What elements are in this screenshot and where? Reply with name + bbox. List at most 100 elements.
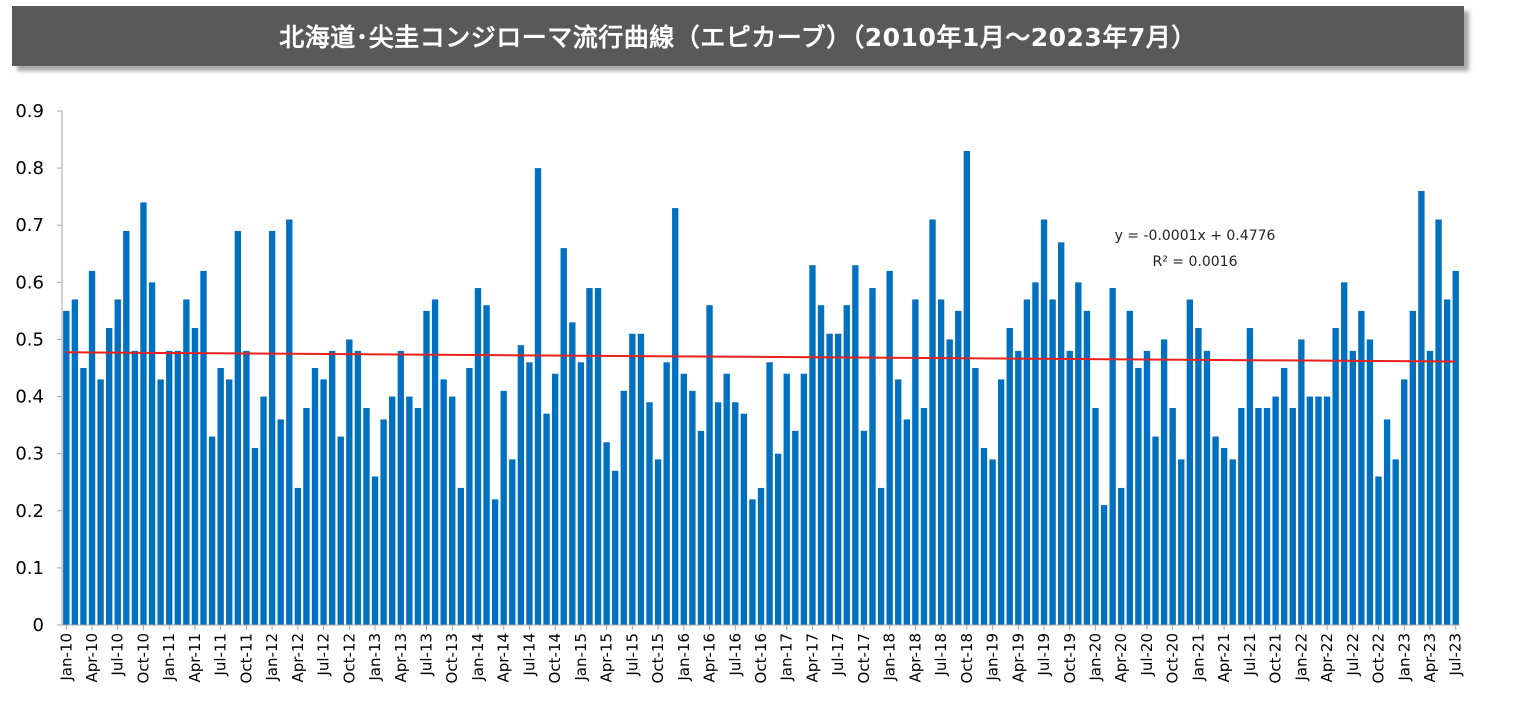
bar xyxy=(474,288,482,625)
x-tick-label: Apr-11 xyxy=(186,633,204,683)
bar xyxy=(757,487,765,625)
x-tick-label: Oct-16 xyxy=(752,633,770,683)
x-tick-label: Jul-17 xyxy=(829,633,847,677)
bar xyxy=(1075,282,1082,625)
bar xyxy=(406,396,413,625)
bar xyxy=(955,310,962,625)
bar xyxy=(1109,288,1116,625)
x-tick-label: Jul-13 xyxy=(418,633,436,677)
bar xyxy=(1015,350,1022,625)
bar xyxy=(509,459,516,625)
bar xyxy=(860,430,868,625)
bar xyxy=(251,447,259,625)
bar xyxy=(226,379,233,625)
bar xyxy=(1281,368,1288,625)
bar xyxy=(800,373,808,625)
bar xyxy=(337,436,344,625)
bar xyxy=(131,350,139,625)
bar xyxy=(1100,505,1108,625)
bar xyxy=(1332,328,1339,625)
y-tick-label: 0.4 xyxy=(15,387,44,408)
bar xyxy=(148,282,156,625)
x-tick-label: Oct-11 xyxy=(237,633,255,683)
bar xyxy=(1006,328,1013,625)
bar xyxy=(208,436,216,625)
bar xyxy=(774,453,782,625)
trendline xyxy=(66,351,1456,363)
bar xyxy=(1169,407,1176,625)
bar xyxy=(809,265,816,625)
trendline-line xyxy=(66,351,1456,363)
bar xyxy=(97,379,104,625)
bar xyxy=(937,299,945,625)
x-tick-label: Oct-15 xyxy=(649,633,667,683)
bar xyxy=(886,270,893,625)
bar xyxy=(929,219,936,625)
bar xyxy=(689,390,696,625)
x-tick-label: Apr-21 xyxy=(1215,633,1233,683)
bar xyxy=(1126,310,1133,625)
bar xyxy=(620,390,627,625)
x-tick-label: Jul-18 xyxy=(932,633,950,677)
bar xyxy=(1186,299,1194,625)
bar xyxy=(706,305,713,625)
bar xyxy=(1135,368,1142,625)
bar xyxy=(895,379,902,625)
bar xyxy=(1246,328,1254,625)
bar xyxy=(1452,270,1459,625)
bar xyxy=(268,230,276,625)
x-tick-label: Jul-21 xyxy=(1241,633,1259,677)
bar xyxy=(423,310,430,625)
bar xyxy=(920,407,928,625)
bar xyxy=(603,442,610,625)
x-tick-label: Oct-17 xyxy=(855,633,873,683)
bar xyxy=(534,168,542,625)
bar xyxy=(1118,487,1125,625)
bar xyxy=(243,350,250,625)
x-tick-label: Jul-15 xyxy=(623,633,641,677)
trendline-r-squared: R² = 0.0016 xyxy=(1153,254,1238,270)
x-tick-label: Jul-11 xyxy=(212,633,230,677)
bar xyxy=(1375,476,1382,625)
bar xyxy=(1092,407,1099,625)
x-tick-label: Jan-14 xyxy=(469,633,487,682)
bar xyxy=(105,328,113,625)
bar xyxy=(140,202,147,625)
bar xyxy=(1392,459,1399,625)
bar xyxy=(1152,436,1159,625)
bar xyxy=(71,299,79,625)
x-tick-label: Oct-22 xyxy=(1370,633,1388,683)
bar xyxy=(200,270,207,625)
x-tick-label: Jul-19 xyxy=(1035,633,1053,677)
y-tick-label: 0.8 xyxy=(15,158,44,179)
x-tick-label: Jul-12 xyxy=(315,633,333,677)
bar xyxy=(363,407,370,625)
bar xyxy=(483,305,490,625)
bar xyxy=(629,333,636,625)
bar xyxy=(1212,436,1219,625)
x-tick-label: Jan-18 xyxy=(881,633,899,682)
bar xyxy=(783,373,790,625)
bar xyxy=(963,150,971,625)
bar xyxy=(1401,379,1408,625)
x-tick-label: Apr-15 xyxy=(598,633,616,683)
bar xyxy=(397,350,404,625)
y-tick-label: 0.3 xyxy=(15,444,44,465)
bar xyxy=(1289,407,1296,625)
x-tick-label: Oct-19 xyxy=(1061,633,1079,683)
chart-title-bar: 北海道･尖圭コンジローマ流行曲線（エピカーブ）（2010年1月～2023年7月） xyxy=(12,6,1464,66)
bar xyxy=(697,430,705,625)
bar xyxy=(1203,350,1211,625)
bar xyxy=(1349,350,1356,625)
bar xyxy=(346,339,353,625)
x-tick-label: Jan-16 xyxy=(675,633,693,682)
x-tick-label: Jul-10 xyxy=(109,633,127,677)
bar xyxy=(723,373,730,625)
x-tick-label: Oct-20 xyxy=(1164,633,1182,683)
bar xyxy=(946,339,953,625)
bar xyxy=(586,288,593,625)
bar xyxy=(654,459,662,625)
x-tick-label: Oct-21 xyxy=(1267,633,1285,683)
bar xyxy=(260,396,267,625)
